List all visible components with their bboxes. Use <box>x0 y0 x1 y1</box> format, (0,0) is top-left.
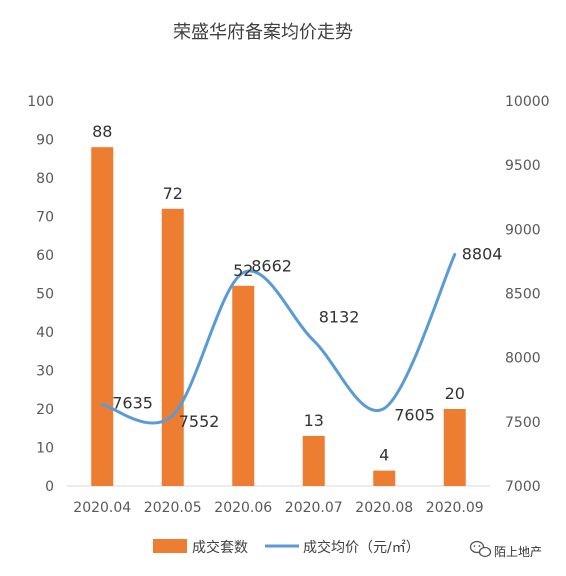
right-tick-label: 8500 <box>505 287 541 303</box>
legend: 成交套数 成交均价（元/㎡） <box>153 539 420 556</box>
bar-data-label: 20 <box>445 384 465 403</box>
left-tick-label: 50 <box>36 287 54 303</box>
line-series <box>100 252 457 425</box>
right-tick-label: 9500 <box>505 158 541 174</box>
left-tick-label: 80 <box>36 171 54 187</box>
x-tick-label: 2020.08 <box>355 500 413 516</box>
bar-data-label: 88 <box>92 122 112 141</box>
series-line <box>100 252 457 425</box>
legend-swatch-bar <box>153 539 187 553</box>
right-tick-label: 8000 <box>505 351 541 367</box>
x-tick-label: 2020.04 <box>73 500 131 516</box>
left-tick-label: 20 <box>36 402 54 418</box>
right-tick-label: 10000 <box>505 94 550 110</box>
line-data-label: 8132 <box>319 308 360 327</box>
line-data-label: 7605 <box>394 405 435 424</box>
x-tick-label: 2020.05 <box>144 500 202 516</box>
left-tick-label: 30 <box>36 364 54 380</box>
bar <box>232 285 255 486</box>
bar-data-label: 13 <box>304 411 324 430</box>
chart-title: 荣盛华府备案均价走势 <box>173 22 353 43</box>
bar-data-label: 4 <box>379 446 389 465</box>
bar <box>161 208 184 487</box>
wechat-icon <box>469 540 492 558</box>
x-tick-label: 2020.06 <box>214 500 272 516</box>
right-tick-label: 7500 <box>505 415 541 431</box>
line-data-label: 7552 <box>179 412 220 431</box>
x-axis: 2020.04 2020.05 2020.06 2020.07 2020.08 2020.… <box>73 500 483 516</box>
legend-label-bar: 成交套数 <box>192 539 248 556</box>
bar-data-label: 52 <box>233 261 253 280</box>
right-tick-label: 9000 <box>505 222 541 238</box>
line-data-label: 7635 <box>112 394 153 413</box>
watermark-text: 陌上地产 <box>494 545 542 559</box>
left-tick-label: 0 <box>45 479 54 495</box>
left-tick-label: 90 <box>36 133 54 149</box>
bar <box>302 435 325 486</box>
left-tick-label: 10 <box>36 441 54 457</box>
left-tick-label: 100 <box>27 94 54 110</box>
left-axis: 0 10 20 30 40 50 60 70 80 90 100 <box>27 94 54 495</box>
legend-label-line: 成交均价（元/㎡） <box>303 539 420 556</box>
line-data-label: 8662 <box>251 257 292 276</box>
x-tick-label: 2020.07 <box>285 500 343 516</box>
left-tick-label: 40 <box>36 325 54 341</box>
bar <box>443 409 466 486</box>
x-tick-label: 2020.09 <box>426 500 484 516</box>
watermark: 陌上地产 <box>469 540 542 559</box>
right-axis: 7000 7500 8000 8500 9000 9500 10000 <box>505 94 550 495</box>
left-tick-label: 60 <box>36 248 54 264</box>
line-data-label: 8804 <box>462 244 503 263</box>
bar <box>91 147 114 486</box>
line-data-labels: 7635 7552 8662 8132 7605 8804 <box>112 244 502 431</box>
bar-data-label: 72 <box>163 184 183 203</box>
right-tick-label: 7000 <box>505 479 541 495</box>
bar-series <box>91 147 466 487</box>
bar <box>373 470 396 486</box>
left-tick-label: 70 <box>36 210 54 226</box>
bar-data-labels: 88 72 52 13 4 20 <box>92 122 465 464</box>
